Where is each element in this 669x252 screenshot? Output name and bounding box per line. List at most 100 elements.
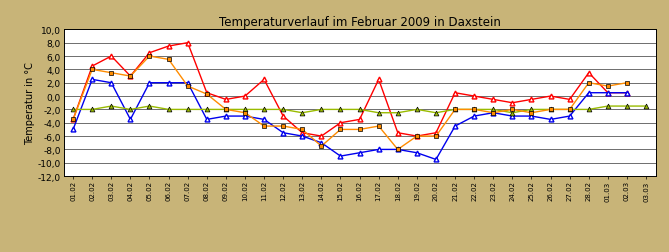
Line: Tmin: Tmin: [71, 78, 630, 162]
Line: Tm 1961 - 90: Tm 1961 - 90: [71, 104, 648, 116]
Tmax: [527, 99, 535, 102]
Tmax: [184, 42, 192, 45]
Tm: [413, 135, 421, 138]
Tm 1961 - 90: [527, 108, 535, 111]
Tm 1961 - 90: [394, 112, 402, 115]
Tm: [337, 128, 345, 131]
Tmin: [508, 115, 516, 118]
Tm 1961 - 90: [451, 108, 459, 111]
Title: Temperaturverlauf im Februar 2009 in Daxstein: Temperaturverlauf im Februar 2009 in Dax…: [219, 16, 500, 29]
Tmax: [298, 132, 306, 135]
Tmin: [566, 115, 574, 118]
Tm 1961 - 90: [547, 108, 555, 111]
Tm 1961 - 90: [585, 108, 593, 111]
Tm 1961 - 90: [241, 108, 249, 111]
Tmax: [317, 135, 325, 138]
Tm: [88, 69, 96, 72]
Tmax: [547, 95, 555, 98]
Tmax: [222, 99, 230, 102]
Tmin: [107, 82, 115, 85]
Tmax: [413, 135, 421, 138]
Tm 1961 - 90: [604, 105, 612, 108]
Tm: [585, 82, 593, 85]
Tmin: [527, 115, 535, 118]
Tmin: [375, 148, 383, 151]
Tmax: [623, 92, 631, 95]
Tm: [604, 85, 612, 88]
Tmax: [375, 79, 383, 82]
Tmax: [356, 118, 364, 121]
Tm 1961 - 90: [165, 108, 173, 111]
Tm: [394, 148, 402, 151]
Tmin: [432, 158, 440, 161]
Tm 1961 - 90: [642, 105, 650, 108]
Tm 1961 - 90: [356, 108, 364, 111]
Tmin: [165, 82, 173, 85]
Tm 1961 - 90: [337, 108, 345, 111]
Tmax: [470, 95, 478, 98]
Tm: [241, 112, 249, 115]
Tmax: [241, 95, 249, 98]
Tm 1961 - 90: [69, 108, 77, 111]
Tm 1961 - 90: [126, 108, 134, 111]
Tm: [375, 125, 383, 128]
Tmax: [126, 75, 134, 78]
Line: Tmax: Tmax: [71, 41, 630, 139]
Tm 1961 - 90: [222, 108, 230, 111]
Tm: [317, 145, 325, 148]
Tm: [470, 108, 478, 111]
Tm: [508, 108, 516, 111]
Tmin: [222, 115, 230, 118]
Tmin: [88, 79, 96, 82]
Tmin: [489, 112, 497, 115]
Tmin: [69, 128, 77, 131]
Tmax: [508, 102, 516, 105]
Tm 1961 - 90: [203, 108, 211, 111]
Line: Tm: Tm: [71, 54, 630, 152]
Tmin: [279, 132, 287, 135]
Tm: [260, 125, 268, 128]
Tm: [184, 85, 192, 88]
Tm: [432, 135, 440, 138]
Tmin: [451, 125, 459, 128]
Tmin: [604, 92, 612, 95]
Y-axis label: Temperatur in °C: Temperatur in °C: [25, 62, 35, 145]
Tmin: [126, 118, 134, 121]
Tmax: [604, 92, 612, 95]
Tmax: [260, 79, 268, 82]
Tm: [222, 108, 230, 111]
Tm 1961 - 90: [470, 108, 478, 111]
Tmin: [260, 118, 268, 121]
Tm: [451, 108, 459, 111]
Tmax: [107, 55, 115, 58]
Tm: [69, 118, 77, 121]
Tm: [527, 112, 535, 115]
Tmax: [203, 92, 211, 95]
Tm 1961 - 90: [489, 108, 497, 111]
Tmax: [279, 115, 287, 118]
Tmin: [317, 142, 325, 145]
Tm 1961 - 90: [508, 112, 516, 115]
Tmax: [432, 132, 440, 135]
Tmin: [241, 115, 249, 118]
Tm 1961 - 90: [298, 112, 306, 115]
Tmax: [489, 99, 497, 102]
Tm 1961 - 90: [375, 112, 383, 115]
Tmin: [413, 152, 421, 155]
Tm: [623, 82, 631, 85]
Tmax: [88, 65, 96, 68]
Tmin: [547, 118, 555, 121]
Tmax: [145, 52, 153, 55]
Tmin: [623, 92, 631, 95]
Tm 1961 - 90: [317, 108, 325, 111]
Tmin: [585, 92, 593, 95]
Tm: [126, 75, 134, 78]
Tm 1961 - 90: [145, 105, 153, 108]
Tm 1961 - 90: [432, 112, 440, 115]
Tmax: [337, 122, 345, 125]
Tmin: [337, 155, 345, 158]
Tmin: [145, 82, 153, 85]
Tmax: [451, 92, 459, 95]
Tm: [489, 112, 497, 115]
Tm 1961 - 90: [184, 108, 192, 111]
